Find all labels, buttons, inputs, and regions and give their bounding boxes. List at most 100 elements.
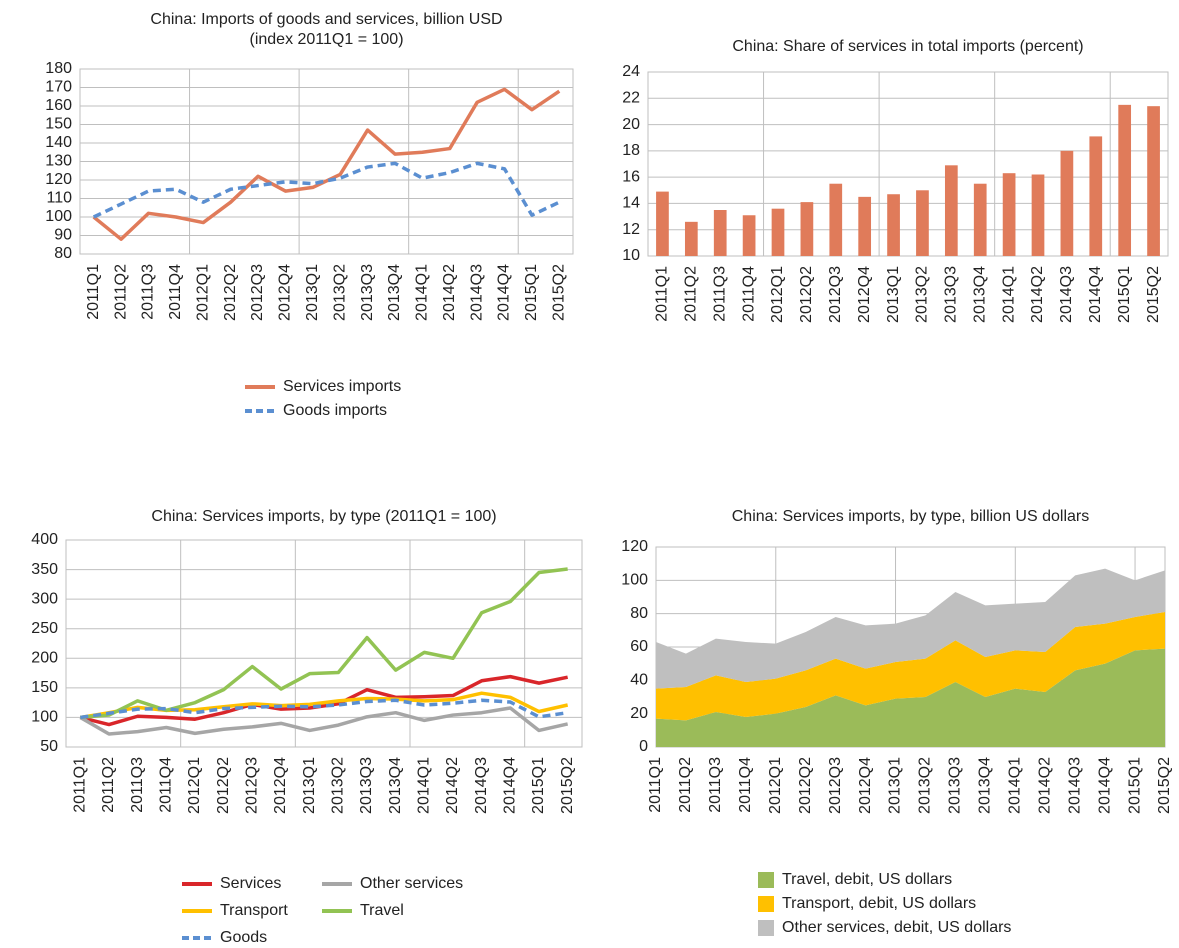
- x-tick-label: 2013Q2: [917, 757, 934, 814]
- line-series: [92, 87, 561, 241]
- y-tick-label: 100: [621, 572, 648, 589]
- x-tick-label: 2011Q1: [647, 757, 664, 813]
- y-tick-label: 130: [45, 153, 72, 170]
- x-tick-label: 2014Q4: [502, 757, 519, 814]
- x-tick-label: 2012Q3: [827, 266, 844, 323]
- x-tick-label: 2013Q2: [330, 757, 347, 814]
- x-tick-label: 2015Q2: [1156, 757, 1173, 814]
- x-tick-label: 2011Q3: [711, 266, 728, 322]
- line-series: [80, 698, 568, 720]
- x-tick-label: 2013Q3: [359, 264, 376, 321]
- x-tick-label: 2012Q4: [277, 264, 294, 321]
- line-series: [79, 706, 569, 736]
- legend-swatch: [758, 920, 774, 936]
- x-tick-label: 2014Q2: [441, 264, 458, 321]
- y-tick-label: 20: [622, 116, 640, 133]
- bar: [858, 196, 872, 256]
- chart-title: China: Imports of goods and services, bi…: [150, 11, 502, 28]
- x-tick-label: 2013Q4: [971, 266, 988, 323]
- x-tick-label: 2014Q2: [1036, 757, 1053, 814]
- x-tick-label: 2011Q2: [100, 757, 117, 813]
- chart-panel: China: Services imports, by type, billio…: [621, 508, 1173, 936]
- legend-label: Goods imports: [283, 402, 387, 419]
- chart-title: China: Services imports, by type (2011Q1…: [151, 508, 496, 525]
- y-tick-label: 120: [45, 171, 72, 188]
- x-tick-label: 2012Q4: [857, 757, 874, 814]
- x-tick-label: 2012Q1: [769, 266, 786, 323]
- bar: [916, 190, 929, 256]
- bar: [656, 191, 669, 256]
- legend-label: Transport: [220, 902, 288, 919]
- x-tick-label: 2013Q2: [914, 266, 931, 323]
- y-tick-label: 40: [630, 672, 648, 689]
- x-tick-label: 2012Q1: [767, 757, 784, 814]
- x-tick-label: 2013Q4: [387, 757, 404, 814]
- y-tick-label: 12: [622, 221, 640, 238]
- x-tick-label: 2013Q3: [943, 266, 960, 323]
- x-tick-label: 2015Q1: [523, 264, 540, 321]
- legend-label: Goods: [220, 929, 267, 946]
- y-tick-label: 80: [54, 245, 72, 262]
- x-tick-label: 2014Q1: [414, 264, 431, 321]
- y-tick-label: 350: [31, 561, 58, 578]
- x-tick-label: 2013Q3: [947, 757, 964, 814]
- x-tick-label: 2015Q1: [1116, 266, 1133, 323]
- x-tick-label: 2011Q4: [158, 757, 175, 813]
- bar: [713, 210, 727, 256]
- bar: [771, 208, 785, 256]
- x-tick-label: 2012Q1: [194, 264, 211, 321]
- legend-label: Other services: [360, 875, 463, 892]
- y-tick-label: 10: [622, 247, 640, 264]
- y-tick-label: 80: [630, 605, 648, 622]
- legend-swatch: [758, 896, 774, 912]
- y-tick-label: 110: [46, 190, 72, 207]
- bar: [829, 183, 843, 256]
- legend-label: Services: [220, 875, 281, 892]
- x-tick-label: 2013Q1: [304, 264, 321, 321]
- legend-label: Travel, debit, US dollars: [782, 871, 952, 888]
- x-tick-label: 2013Q2: [331, 264, 348, 321]
- y-tick-label: 150: [31, 679, 58, 696]
- x-tick-label: 2015Q2: [551, 264, 568, 321]
- plot-frame: [65, 539, 583, 748]
- x-tick-label: 2012Q2: [798, 266, 815, 323]
- x-tick-label: 2014Q4: [1087, 266, 1104, 323]
- y-tick-label: 120: [621, 538, 648, 555]
- area-series: [656, 568, 1165, 689]
- x-tick-label: 2014Q1: [416, 757, 433, 814]
- x-tick-label: 2011Q1: [85, 264, 102, 320]
- line-series: [92, 161, 561, 219]
- y-tick-label: 22: [622, 90, 640, 107]
- bar: [1060, 150, 1074, 256]
- bar: [1031, 174, 1045, 256]
- x-tick-label: 2014Q1: [1007, 757, 1024, 814]
- x-tick-label: 2015Q1: [530, 757, 547, 814]
- y-tick-label: 200: [31, 650, 58, 667]
- x-tick-label: 2014Q4: [496, 264, 513, 321]
- x-tick-label: 2012Q3: [827, 757, 844, 814]
- x-tick-label: 2012Q1: [186, 757, 203, 814]
- bar: [973, 183, 987, 256]
- bar: [742, 215, 756, 256]
- x-tick-label: 2011Q2: [683, 266, 700, 322]
- bar: [800, 202, 814, 256]
- x-tick-label: 2014Q3: [1066, 757, 1083, 814]
- bar: [1002, 173, 1016, 256]
- x-tick-label: 2013Q4: [386, 264, 403, 321]
- x-tick-label: 2011Q3: [140, 264, 157, 320]
- legend-swatch: [758, 872, 774, 888]
- line-series: [79, 674, 569, 727]
- y-tick-label: 14: [622, 195, 640, 212]
- y-tick-label: 170: [45, 79, 72, 96]
- bar: [1089, 136, 1103, 256]
- x-tick-label: 2011Q4: [737, 757, 754, 813]
- bar: [684, 221, 698, 256]
- x-tick-label: 2015Q2: [1145, 266, 1162, 323]
- y-tick-label: 50: [40, 738, 58, 755]
- x-tick-label: 2014Q1: [1000, 266, 1017, 323]
- x-tick-label: 2015Q1: [1126, 757, 1143, 814]
- area-series: [656, 612, 1165, 721]
- x-tick-label: 2014Q2: [1029, 266, 1046, 323]
- x-tick-label: 2014Q3: [473, 757, 490, 814]
- bar: [944, 165, 958, 256]
